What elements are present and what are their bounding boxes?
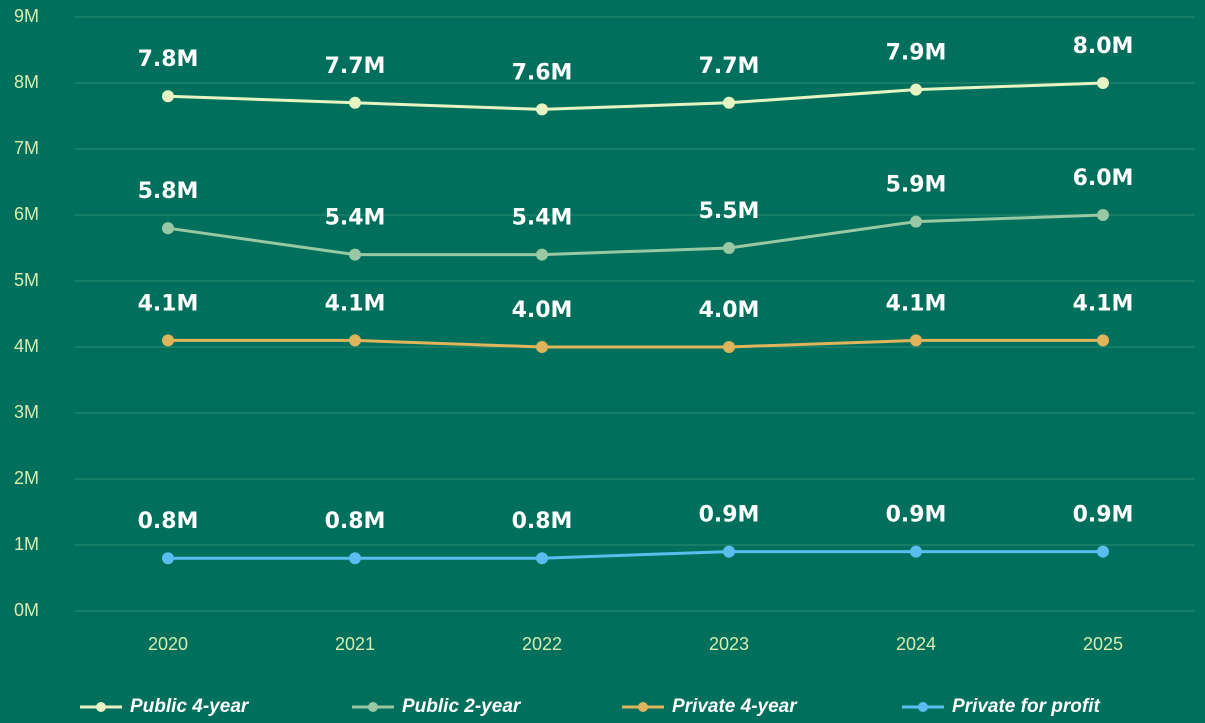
data-point [349,552,361,565]
y-tick-label: 0M [14,600,39,620]
data-point [162,552,174,565]
data-point [536,248,548,261]
data-label: 0.8M [325,509,386,534]
data-label: 5.4M [512,206,573,231]
data-point [910,215,922,228]
data-point [910,545,922,558]
data-label: 5.5M [699,199,760,224]
data-label: 5.9M [886,173,947,198]
data-point [536,103,548,116]
x-tick-label: 2020 [148,634,188,654]
data-label: 4.1M [886,291,947,316]
legend-swatch-dot [638,702,648,712]
data-label: 7.6M [512,60,573,85]
data-label: 4.0M [512,298,573,323]
series-line [168,338,1103,349]
data-point [723,341,735,353]
data-point [349,248,361,261]
legend-label: Public 4-year [130,696,250,717]
data-point [536,552,548,565]
data-label: 7.7M [325,54,386,79]
series-line [167,81,1104,111]
data-label: 5.8M [138,179,199,204]
data-label: 8.0M [1073,34,1134,59]
data-point [1097,77,1109,89]
data-label: 0.9M [699,503,760,528]
y-tick-label: 1M [14,534,39,554]
legend-swatch-dot [918,702,928,712]
data-point [162,222,174,235]
data-label: 7.9M [886,41,947,66]
y-tick-label: 9M [14,6,39,26]
data-point [1097,334,1109,347]
legend-label: Private for profit [952,696,1100,717]
legend-swatch-dot [96,702,106,712]
data-label: 5.4M [325,206,386,231]
data-point [723,545,735,558]
data-point [162,90,174,103]
x-tick-label: 2022 [522,634,562,654]
data-point [910,334,922,347]
y-tick-label: 2M [14,468,39,488]
data-label: 0.8M [138,509,199,534]
data-label: 4.1M [325,291,386,316]
data-point [723,242,735,254]
data-label: 4.0M [699,298,760,323]
data-point [1097,545,1109,558]
x-tick-label: 2024 [896,634,936,654]
data-label: 6.0M [1073,166,1134,191]
x-tick-label: 2023 [709,634,749,654]
data-label: 0.9M [886,503,947,528]
y-tick-label: 5M [14,270,39,290]
y-tick-label: 6M [14,204,39,224]
legend-label: Private 4-year [672,696,798,717]
data-point [910,83,922,96]
data-label: 4.1M [138,291,199,316]
series-line [168,550,1103,560]
series-line [167,213,1104,257]
legend-swatch-dot [368,702,378,712]
data-point [349,334,361,347]
y-tick-label: 4M [14,336,39,356]
x-tick-label: 2021 [335,634,375,654]
y-tick-label: 7M [14,138,39,158]
legend-label: Public 2-year [402,696,522,717]
data-point [349,96,361,109]
data-point [1097,209,1109,221]
data-label: 7.8M [138,47,199,72]
data-label: 4.1M [1073,291,1134,316]
data-point [723,96,735,109]
y-tick-label: 8M [14,72,39,92]
data-point [162,334,174,347]
data-label: 7.7M [699,54,760,79]
data-label: 0.8M [512,509,573,534]
data-point [536,341,548,353]
y-tick-label: 3M [14,402,39,422]
x-tick-label: 2025 [1083,634,1123,654]
data-label: 0.9M [1073,503,1134,528]
